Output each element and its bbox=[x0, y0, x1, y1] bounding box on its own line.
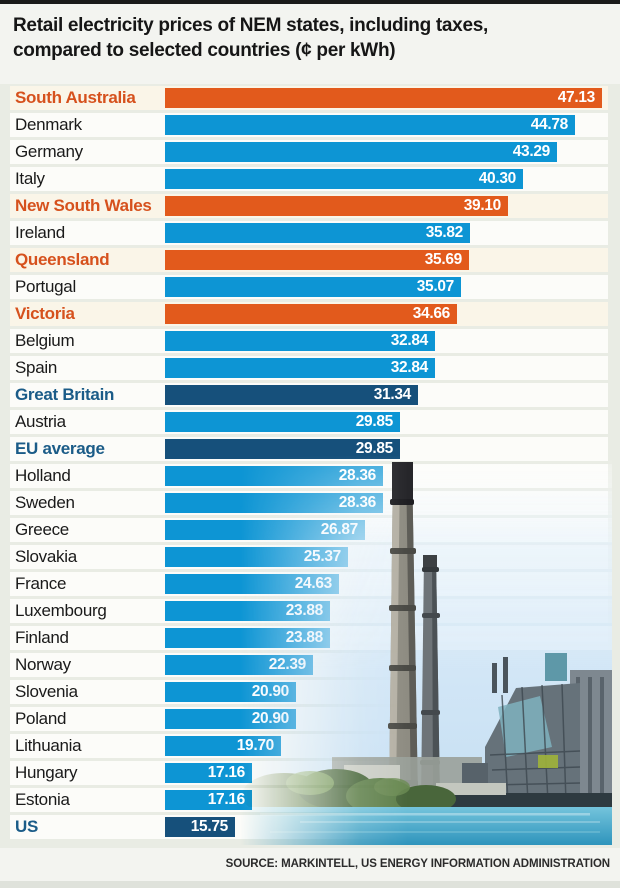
bar-label: Victoria bbox=[15, 304, 75, 323]
bar: 47.13 bbox=[165, 88, 602, 108]
chimney-left-icon bbox=[388, 462, 418, 800]
chart-row: New South Wales 39.10 bbox=[10, 194, 608, 218]
bar-label: EU average bbox=[15, 439, 105, 458]
chart-row: Belgium 32.84 bbox=[10, 329, 608, 353]
bar-value: 35.82 bbox=[425, 224, 464, 241]
bar-label: New South Wales bbox=[15, 196, 152, 215]
bar-label: Sweden bbox=[15, 493, 75, 512]
bar-value: 47.13 bbox=[557, 89, 596, 106]
chart-row: Spain 32.84 bbox=[10, 356, 608, 380]
source-line: SOURCE: MARKINTELL, US ENERGY INFORMATIO… bbox=[225, 858, 610, 870]
bar-value: 43.29 bbox=[512, 143, 551, 160]
bar-value: 17.16 bbox=[207, 764, 246, 781]
chart-row: Queensland 35.69 bbox=[10, 248, 608, 272]
bar-label: Hungary bbox=[15, 763, 78, 782]
bar-label: Queensland bbox=[15, 250, 110, 269]
bar: 39.10 bbox=[165, 196, 508, 216]
bar-label: Ireland bbox=[15, 223, 65, 242]
bar: 35.82 bbox=[165, 223, 470, 243]
bar-label: Luxembourg bbox=[15, 601, 107, 620]
bottom-band bbox=[0, 881, 620, 888]
bar: 29.85 bbox=[165, 439, 400, 459]
trees-icon bbox=[242, 769, 456, 817]
bar-label: US bbox=[15, 817, 39, 836]
bar: 34.66 bbox=[165, 304, 457, 324]
bar-value: 35.69 bbox=[424, 251, 463, 268]
bar: 17.16 bbox=[165, 763, 252, 783]
page-title: Retail electricity prices of NEM states,… bbox=[13, 13, 603, 63]
bar-label: Austria bbox=[15, 412, 66, 431]
power-plant-structures-icon bbox=[332, 653, 612, 809]
bar-value: 31.34 bbox=[373, 386, 412, 403]
bar: 43.29 bbox=[165, 142, 557, 162]
bar-label: France bbox=[15, 574, 67, 593]
chart-row: Great Britain 31.34 bbox=[10, 383, 608, 407]
bar: 29.85 bbox=[165, 412, 400, 432]
bar-label: Spain bbox=[15, 358, 57, 377]
bar-value: 34.66 bbox=[412, 305, 451, 322]
top-rule bbox=[0, 0, 620, 4]
bar-label: South Australia bbox=[15, 88, 136, 107]
bar-label: Slovenia bbox=[15, 682, 78, 701]
bar-label: Norway bbox=[15, 655, 71, 674]
bar-value: 32.84 bbox=[390, 359, 429, 376]
bar-label: Italy bbox=[15, 169, 45, 188]
bar: 40.30 bbox=[165, 169, 523, 189]
water-icon bbox=[240, 807, 612, 845]
bar-label: Portugal bbox=[15, 277, 76, 296]
bar-value: 39.10 bbox=[463, 197, 502, 214]
bar-label: Great Britain bbox=[15, 385, 115, 404]
chart-row: Portugal 35.07 bbox=[10, 275, 608, 299]
bar-value: 15.75 bbox=[190, 818, 229, 835]
bar-label: Germany bbox=[15, 142, 83, 161]
bar: 15.75 bbox=[165, 817, 235, 837]
chart-row: Germany 43.29 bbox=[10, 140, 608, 164]
bar-label: Poland bbox=[15, 709, 67, 728]
bar: 17.16 bbox=[165, 790, 252, 810]
bar-label: Denmark bbox=[15, 115, 82, 134]
bar-value: 17.16 bbox=[207, 791, 246, 808]
page-title-line1: Retail electricity prices of NEM states,… bbox=[13, 15, 488, 36]
bar-value: 44.78 bbox=[530, 116, 569, 133]
bar-value: 29.85 bbox=[355, 440, 394, 457]
bar: 32.84 bbox=[165, 358, 435, 378]
bar-value: 29.85 bbox=[355, 413, 394, 430]
chart-row: South Australia 47.13 bbox=[10, 86, 608, 110]
bar-label: Belgium bbox=[15, 331, 75, 350]
bar-label: Lithuania bbox=[15, 736, 82, 755]
chart-row: Austria 29.85 bbox=[10, 410, 608, 434]
bar: 35.07 bbox=[165, 277, 461, 297]
bar-label: Slovakia bbox=[15, 547, 77, 566]
bar: 31.34 bbox=[165, 385, 418, 405]
page-title-line2: compared to selected countries (¢ per kW… bbox=[13, 40, 396, 61]
bar-label: Holland bbox=[15, 466, 71, 485]
bar-label: Finland bbox=[15, 628, 69, 647]
chart-row: Victoria 34.66 bbox=[10, 302, 608, 326]
bar: 32.84 bbox=[165, 331, 435, 351]
bar-value: 35.07 bbox=[416, 278, 455, 295]
chart-row: Denmark 44.78 bbox=[10, 113, 608, 137]
bar-label: Greece bbox=[15, 520, 69, 539]
chart-row: Italy 40.30 bbox=[10, 167, 608, 191]
power-station-photo bbox=[240, 455, 612, 845]
chart-row: Ireland 35.82 bbox=[10, 221, 608, 245]
bar-value: 32.84 bbox=[390, 332, 429, 349]
bar: 44.78 bbox=[165, 115, 575, 135]
bar: 35.69 bbox=[165, 250, 469, 270]
bar-label: Estonia bbox=[15, 790, 70, 809]
bar-value: 40.30 bbox=[478, 170, 517, 187]
chimney-right-icon bbox=[420, 555, 440, 800]
